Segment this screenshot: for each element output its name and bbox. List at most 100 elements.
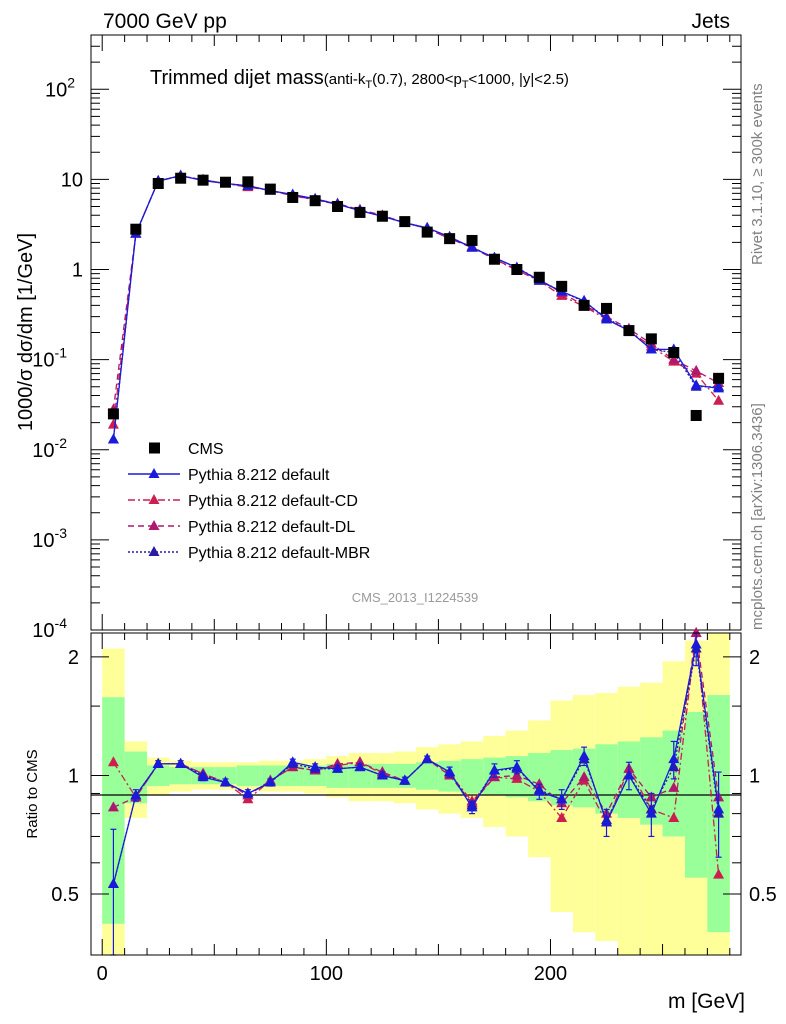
ratio-series-point <box>107 756 119 767</box>
ratio-series-point <box>623 769 635 780</box>
main-series-point <box>107 433 119 444</box>
ratio-series-point <box>556 793 568 804</box>
ratio-uncertainty-bands <box>102 633 730 955</box>
ratio-series-point <box>264 776 276 787</box>
ratio-xtick-label: 200 <box>534 963 567 985</box>
legend-marker <box>148 520 160 530</box>
main-series-line <box>112 175 720 425</box>
ratio-series-point <box>533 785 545 796</box>
ratio-series-point <box>578 750 590 761</box>
cms-data-point <box>578 299 590 311</box>
main-series-point <box>466 241 478 252</box>
cms-data-point <box>533 271 545 283</box>
cms-data-point <box>197 174 209 186</box>
cms-data-point <box>309 195 321 207</box>
ratio-series-group <box>107 627 725 956</box>
ratio-band-green <box>460 759 484 794</box>
ratio-xtick-label: 100 <box>310 963 343 985</box>
header-left: 7000 GeV pp <box>103 10 227 33</box>
ratio-series-point <box>713 803 725 814</box>
cms-data-point <box>488 253 500 265</box>
legend: CMS Pythia 8.212 default Pythia 8.212 defa… <box>128 441 370 562</box>
cms-data-point <box>107 408 119 420</box>
cms-data-point <box>152 178 164 190</box>
ratio-series-point <box>511 769 523 780</box>
ratio-series-line <box>112 648 720 885</box>
ratio-series-point <box>219 776 231 787</box>
cms-data-point <box>242 176 254 188</box>
main-series-point <box>601 313 613 324</box>
main-ytick-label: 1 <box>72 260 83 282</box>
ratio-yaxis: 0.5 0.5 1 1 2 2 <box>51 647 777 906</box>
legend-label: Pythia 8.212 default-DL <box>188 519 355 536</box>
ratio-series-point <box>645 807 657 818</box>
main-series-line <box>112 174 719 440</box>
ratio-band-green <box>147 765 170 787</box>
legend-marker-cms <box>149 442 160 454</box>
mcplots-label: mcplots.cern.ch [arXiv:1306.3436] <box>749 403 766 630</box>
main-series-point <box>690 379 702 390</box>
ratio-ytick-label-right: 0.5 <box>749 884 777 906</box>
ratio-band-green <box>124 751 148 804</box>
ratio-series-point <box>556 811 568 822</box>
ratio-series-point <box>197 771 209 782</box>
rivet-label: Rivet 3.1.10, ≥ 300k events <box>749 83 766 265</box>
main-panel: 10-4 10-3 10-2 10-1 1 10 102 Trimmed dijet mas… <box>15 34 742 642</box>
ratio-ytick-label-right: 1 <box>749 765 760 787</box>
ratio-series-point <box>578 771 590 782</box>
cms-data-point <box>287 191 299 203</box>
main-frame <box>90 34 742 631</box>
main-ytick-label: 10-3 <box>32 525 67 552</box>
main-xaxis-ticks <box>101 35 731 630</box>
chart-title-detail: (anti-kT(0.7), 2800<pT<1000, |y|<2.5) <box>324 71 569 91</box>
main-series-group <box>107 169 725 444</box>
main-ytick-label: 10 <box>61 169 83 191</box>
ratio-ytick-label: 0.5 <box>51 884 79 906</box>
ratio-panel: 0.5 0.5 1 1 2 2 0 100 200 Ratio to CMS m [GeV] <box>24 627 777 1013</box>
cms-data-point <box>645 333 657 345</box>
main-ytick-label: 102 <box>45 74 75 101</box>
ratio-series-point <box>444 766 456 777</box>
ratio-series-point <box>399 774 411 785</box>
cms-data-point <box>668 346 680 358</box>
cms-data-point <box>219 176 231 188</box>
cms-data-point <box>511 264 523 276</box>
ratio-series-point <box>130 789 142 800</box>
cms-data-point <box>354 206 366 218</box>
cms-data-point <box>175 172 187 184</box>
ratio-band-green <box>550 750 573 806</box>
ratio-series-point <box>668 781 680 792</box>
main-y-axis-label: 1000/σ dσ/dm [1/GeV] <box>15 233 37 431</box>
chart-title-main: Trimmed dijet mass <box>150 67 324 89</box>
ratio-series-point <box>242 787 254 798</box>
cms-data-point <box>713 372 725 384</box>
ratio-band-green <box>303 765 327 787</box>
main-series-point <box>668 353 680 364</box>
ratio-band-green <box>169 767 192 785</box>
ratio-band-green <box>416 762 439 790</box>
ratio-y-axis-label: Ratio to CMS <box>24 749 41 838</box>
cms-data-point <box>556 280 568 292</box>
main-series-point <box>713 382 725 393</box>
ratio-series-point <box>421 753 433 764</box>
ratio-series-line <box>112 644 720 885</box>
ratio-series-point <box>690 627 702 637</box>
cms-data-point <box>444 233 456 245</box>
main-ytick-label: 10-4 <box>32 615 67 642</box>
main-series-point <box>713 394 725 405</box>
ratio-series-point <box>533 778 545 789</box>
main-ytick-label: 10-1 <box>32 345 67 372</box>
cms-data-point <box>264 183 276 195</box>
cms-data-point <box>421 226 433 238</box>
cms-data-point <box>466 234 478 246</box>
ratio-series-point <box>107 801 119 812</box>
ratio-series-point <box>488 764 500 775</box>
ratio-series-point <box>511 761 523 772</box>
main-series-line <box>112 175 719 410</box>
ratio-series-point <box>466 801 478 812</box>
cms-data-point <box>690 409 702 421</box>
ratio-series-point <box>376 769 388 780</box>
main-series-point <box>690 364 702 375</box>
analysis-id: CMS_2013_I1224539 <box>352 590 479 605</box>
ratio-xaxis: 0 100 200 <box>97 633 731 985</box>
